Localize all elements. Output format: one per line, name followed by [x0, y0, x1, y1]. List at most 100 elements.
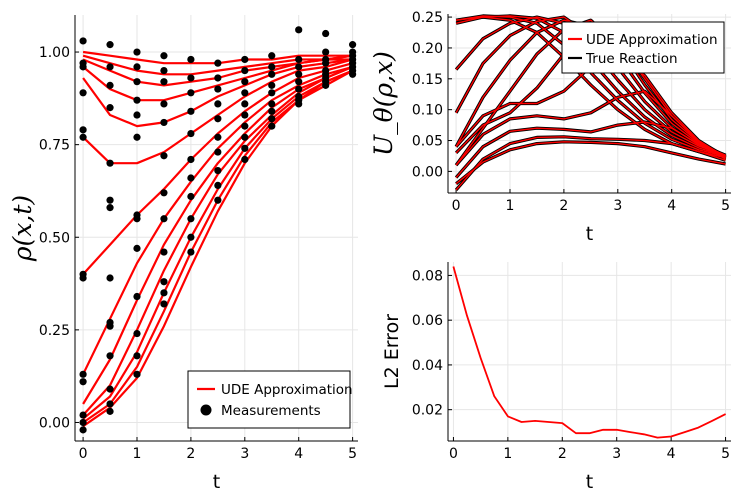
ude-approximation-line — [82, 58, 353, 165]
measurement-point — [187, 192, 195, 201]
ude-approximation-line — [82, 65, 353, 375]
measurement-point — [187, 174, 195, 182]
measurement-point — [106, 400, 114, 408]
x-tick-label: 3 — [612, 446, 621, 462]
measurement-point — [214, 181, 222, 189]
measurement-point — [214, 166, 222, 175]
y-tick-label: 0.15 — [412, 72, 443, 88]
y-tick-label: 0.10 — [412, 103, 443, 119]
measurement-point — [133, 48, 141, 56]
x-tick-label: 5 — [348, 446, 357, 462]
l2-error-line — [452, 266, 727, 439]
measurement-point — [79, 37, 87, 45]
measurement-point — [79, 411, 87, 419]
measurement-point — [241, 144, 249, 152]
y-tick-label: 0.00 — [412, 164, 443, 180]
measurement-point — [133, 244, 141, 252]
measurement-point — [322, 29, 330, 38]
measurement-point — [241, 55, 249, 64]
measurement-point — [187, 89, 195, 97]
measurement-point — [322, 81, 330, 89]
measurement-point — [214, 133, 222, 141]
measurement-point — [187, 55, 195, 64]
x-axis-label: t — [586, 471, 593, 493]
x-axis-label: t — [213, 471, 220, 493]
measurement-point — [133, 370, 141, 378]
ude-approximation-line — [455, 141, 726, 185]
measurement-point — [106, 322, 114, 330]
measurement-point — [295, 63, 303, 71]
y-tick-label: 1.00 — [39, 45, 70, 61]
legend-label-true-reaction: True Reaction — [585, 51, 678, 67]
measurement-point — [160, 152, 168, 160]
measurement-point — [322, 59, 330, 67]
y-axis-label: L2 Error — [381, 314, 403, 389]
measurement-point — [349, 41, 357, 49]
measurement-point — [268, 63, 276, 71]
measurement-point — [79, 418, 87, 427]
measurement-point — [295, 100, 303, 108]
x-tick-label: 2 — [186, 446, 195, 462]
measurement-point — [160, 66, 168, 75]
measurement-point — [133, 63, 141, 71]
measurement-point — [268, 107, 276, 115]
x-tick-label: 0 — [452, 198, 461, 214]
y-tick-label: 0.04 — [412, 358, 443, 374]
measurement-point — [241, 78, 249, 86]
measurement-point — [349, 70, 357, 78]
measurement-point — [268, 52, 276, 60]
measurement-point — [79, 370, 87, 378]
measurement-point — [133, 329, 141, 338]
measurement-point — [106, 159, 114, 167]
measurement-point — [295, 78, 303, 86]
measurement-point — [268, 115, 276, 123]
measurement-point — [160, 289, 168, 297]
y-tick-label: 0.50 — [39, 230, 70, 246]
measurement-point — [187, 74, 195, 82]
x-tick-label: 0 — [449, 446, 458, 462]
x-tick-label: 4 — [667, 198, 676, 214]
measurement-point — [187, 155, 195, 164]
x-tick-label: 0 — [79, 446, 88, 462]
measurement-point — [133, 292, 141, 301]
x-tick-label: 5 — [721, 198, 730, 214]
ude-approximation-line — [455, 121, 726, 179]
l2-error-panel: 0 1 2 3 4 5 0.02 0.04 0.06 0.08 t L2 Error — [381, 262, 731, 493]
measurement-point — [214, 196, 222, 204]
measurement-point — [160, 248, 168, 256]
x-tick-label: 2 — [558, 446, 567, 462]
x-tick-label: 3 — [613, 198, 622, 214]
y-tick-label: 0.75 — [39, 138, 70, 154]
measurement-point — [241, 111, 249, 119]
measurement-point — [106, 352, 114, 360]
measurement-point — [106, 81, 114, 89]
y-tick-label: 0.20 — [412, 41, 443, 57]
ude-approximation-line — [455, 19, 726, 166]
measurement-point — [106, 407, 114, 415]
x-tick-label: 1 — [506, 198, 515, 214]
measurement-point — [214, 85, 222, 93]
measurement-point — [214, 100, 222, 108]
measurement-point — [187, 248, 195, 256]
measurement-point — [106, 104, 114, 112]
x-tick-label: 1 — [133, 446, 142, 462]
measurement-point — [268, 122, 276, 130]
y-axis-label: ρ(x,t) — [8, 195, 37, 262]
measurement-point — [79, 89, 87, 97]
measurement-point — [106, 204, 114, 212]
measurement-point — [160, 300, 168, 308]
x-tick-label: 2 — [559, 198, 568, 214]
y-tick-label: 0.06 — [412, 313, 443, 329]
measurement-point — [160, 118, 168, 127]
measurement-point — [214, 115, 222, 123]
measurement-point — [268, 81, 276, 89]
measurement-point — [133, 78, 141, 86]
y-axis-label: U_θ(ρ,x) — [369, 51, 398, 156]
y-tick-label: 0.08 — [412, 268, 443, 284]
measurement-point — [295, 55, 303, 64]
y-tick-label: 0.25 — [412, 10, 443, 26]
reaction-panel: 0 1 2 3 4 5 0.00 0.05 0.10 0.15 0.20 0.25 t U_θ(ρ,x) U… — [369, 10, 731, 245]
measurement-point — [160, 189, 168, 197]
measurement-point — [241, 66, 249, 75]
